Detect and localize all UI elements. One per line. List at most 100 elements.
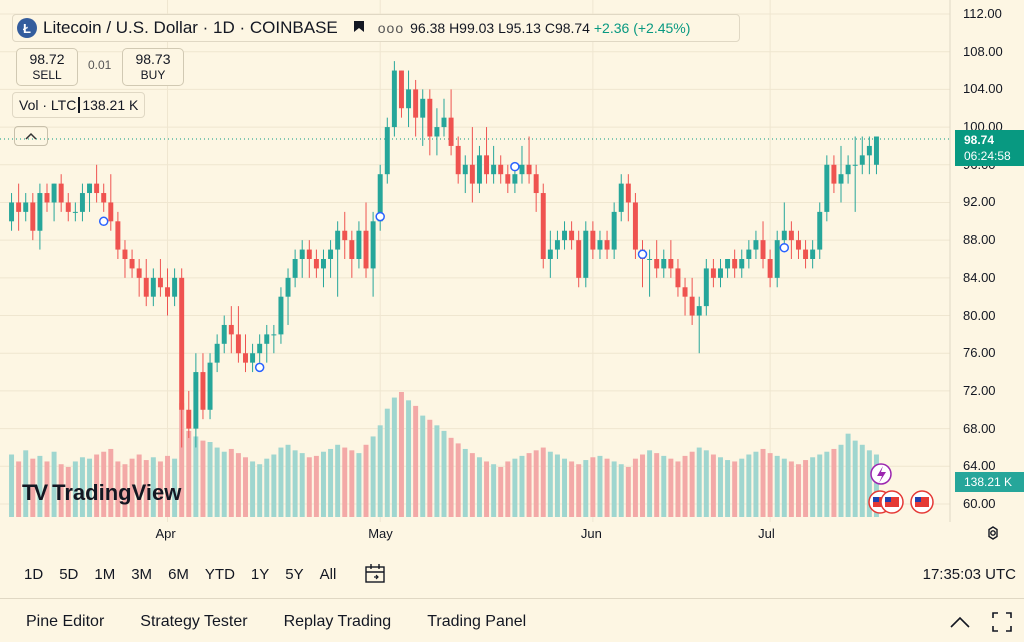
candle-body — [576, 240, 582, 278]
volume-bar — [37, 455, 43, 517]
event-marker-icon[interactable] — [637, 249, 648, 260]
symbol-title[interactable]: Litecoin / U.S. Dollar · 1D · COINBASE — [43, 18, 338, 37]
timeframe-5d[interactable]: 5D — [59, 565, 79, 583]
volume-bar — [58, 464, 64, 517]
ohlc-close: C98.74 — [544, 20, 590, 36]
volume-bar — [476, 457, 482, 517]
volume-bar — [455, 443, 461, 517]
volume-bar — [703, 450, 709, 517]
volume-bar — [505, 461, 511, 517]
volume-bar — [718, 457, 723, 517]
volume-bar — [221, 451, 227, 517]
volume-bar — [129, 458, 135, 517]
tab-trading-panel[interactable]: Trading Panel — [427, 613, 527, 630]
event-marker-icon[interactable] — [510, 161, 520, 172]
candle-body — [866, 145, 872, 156]
candle-body — [647, 259, 653, 260]
chart-area[interactable]: Ł Litecoin / U.S. Dollar · 1D · COINBASE… — [0, 0, 1024, 522]
candle-body — [618, 183, 624, 212]
event-marker-icon[interactable] — [254, 362, 265, 373]
maximize-panel-icon[interactable] — [992, 612, 1012, 632]
volume-bar — [370, 436, 376, 517]
candle-body — [349, 240, 355, 259]
volume-bar — [781, 458, 787, 517]
event-marker-icon[interactable] — [98, 216, 109, 227]
volume-bar — [257, 464, 263, 517]
candle-body — [590, 230, 596, 250]
volume-bar — [193, 436, 199, 517]
volume-legend[interactable]: Vol · LTC 138.21 K — [12, 92, 146, 118]
candle-body — [703, 268, 709, 307]
timeframe-5y[interactable]: 5Y — [285, 565, 304, 583]
volume-bar — [165, 455, 170, 517]
timeframe-ytd[interactable]: YTD — [204, 565, 235, 583]
candle-body — [221, 324, 227, 344]
collapse-legend-button[interactable] — [14, 126, 48, 146]
tab-replay-trading[interactable]: Replay Trading — [283, 613, 392, 630]
more-options-icon[interactable]: ooo — [377, 20, 405, 36]
tradingview-logo[interactable]: TV TradingView — [22, 480, 181, 506]
timeframe-1m[interactable]: 1M — [94, 565, 116, 583]
candle-body — [79, 193, 85, 212]
price-tick-label: 108.00 — [963, 43, 1003, 59]
volume-bar — [753, 451, 759, 517]
tab-pine-editor[interactable]: Pine Editor — [26, 613, 105, 630]
candle-body — [583, 230, 589, 278]
candle-body — [732, 259, 738, 269]
candle-body — [441, 117, 447, 128]
candle-body — [462, 164, 468, 175]
candle-body — [710, 268, 716, 278]
candlestick-chart[interactable] — [0, 0, 1024, 522]
candle-body — [760, 240, 766, 259]
timeframe-all[interactable]: All — [319, 565, 337, 583]
volume-bar — [696, 447, 702, 517]
volume-bar — [207, 442, 213, 517]
timeframe-6m[interactable]: 6M — [168, 565, 189, 583]
volume-bar — [583, 460, 589, 517]
buy-button[interactable]: 98.73 BUY — [122, 48, 184, 86]
buy-label: BUY — [140, 68, 166, 82]
sell-button[interactable]: 98.72 SELL — [16, 48, 78, 86]
timeframe-1y[interactable]: 1Y — [250, 565, 270, 583]
volume-bar — [661, 455, 667, 517]
candle-body — [654, 259, 660, 269]
buy-price: 98.73 — [135, 51, 171, 67]
calendar-range-icon[interactable] — [364, 563, 388, 585]
last-price-badge: 98.74 06:24:58 — [955, 130, 1024, 166]
candle-body — [250, 353, 256, 363]
candle-body — [179, 277, 185, 410]
volume-label: Vol · LTC — [19, 97, 77, 113]
price-tick-label: 68.00 — [963, 420, 996, 436]
volume-bar — [186, 430, 192, 517]
event-marker-icon[interactable] — [779, 242, 790, 253]
symbol-header[interactable]: Ł Litecoin / U.S. Dollar · 1D · COINBASE… — [12, 14, 740, 42]
volume-bar — [533, 450, 539, 517]
chevron-up-icon[interactable] — [950, 616, 970, 628]
tradingview-mark-icon: TV — [22, 480, 48, 505]
candle-body — [824, 164, 830, 212]
time-tick-label: May — [368, 526, 393, 541]
candle-body — [292, 259, 298, 278]
ohlc-values: 96.38 H99.03 L95.13 C98.74 +2.36 (+2.45%… — [410, 20, 690, 36]
candle-body — [803, 249, 809, 259]
volume-bar — [640, 454, 645, 517]
sell-price: 98.72 — [29, 51, 65, 67]
panel-divider — [0, 598, 1024, 599]
volume-bar — [611, 461, 617, 517]
timeframe-1d[interactable]: 1D — [24, 565, 44, 583]
price-tick-label: 64.00 — [963, 458, 996, 474]
candle-body — [498, 164, 504, 175]
price-tick-label: 76.00 — [963, 345, 996, 361]
timeframe-3m[interactable]: 3M — [131, 565, 153, 583]
volume-value: 138.21 K — [82, 97, 139, 113]
flag-icon[interactable] — [352, 20, 366, 36]
ohlc-open: 96.38 — [410, 20, 446, 36]
volume-bar — [831, 448, 837, 517]
price-tick-label: 92.00 — [963, 194, 996, 210]
gear-icon[interactable] — [984, 524, 1002, 542]
utc-clock[interactable]: 17:35:03 UTC — [922, 565, 1016, 583]
tab-strategy-tester[interactable]: Strategy Tester — [140, 613, 248, 630]
candle-body — [342, 230, 348, 241]
event-marker-icon[interactable] — [375, 211, 385, 222]
volume-bar — [51, 451, 57, 517]
